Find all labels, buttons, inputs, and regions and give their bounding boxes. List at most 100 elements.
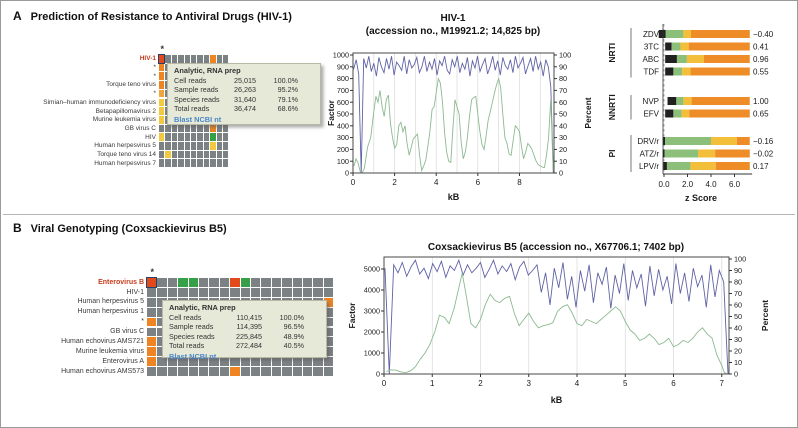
heatmap-cell[interactable]: [191, 133, 197, 141]
heatmap-cell[interactable]: [178, 367, 188, 376]
heatmap-cell[interactable]: [271, 287, 282, 297]
heatmap-cell[interactable]: [230, 287, 240, 297]
heatmap-cell[interactable]: [203, 124, 210, 133]
heatmap-cell[interactable]: [216, 159, 222, 168]
heatmap-cell[interactable]: [197, 55, 203, 63]
heatmap-cell[interactable]: [282, 357, 292, 367]
heatmap-cell[interactable]: [323, 287, 334, 297]
heatmap-cell[interactable]: [223, 159, 229, 168]
heatmap-cell[interactable]: [184, 55, 190, 63]
heatmap-cell[interactable]: [191, 150, 197, 159]
heatmap-cell[interactable]: [292, 287, 302, 297]
heatmap-cell[interactable]: [271, 278, 282, 287]
heatmap-cell[interactable]: [167, 367, 178, 376]
heatmap-cell[interactable]: [197, 142, 203, 150]
heatmap-cell[interactable]: [230, 357, 240, 367]
heatmap-cell[interactable]: [223, 150, 229, 159]
heatmap-cell[interactable]: [178, 55, 184, 63]
heatmap-cell[interactable]: [209, 367, 219, 376]
heatmap-cell[interactable]: [251, 278, 261, 287]
heatmap-cell[interactable]: [313, 278, 323, 287]
heatmap-cell[interactable]: [197, 124, 203, 133]
heatmap-cell[interactable]: [147, 367, 157, 376]
heatmap-cell[interactable]: [199, 367, 209, 376]
heatmap-cell[interactable]: [165, 159, 171, 168]
heatmap-cell[interactable]: [167, 278, 178, 287]
heatmap-cell[interactable]: [210, 159, 216, 168]
heatmap-cell[interactable]: [199, 287, 209, 297]
heatmap-cell[interactable]: [303, 278, 313, 287]
heatmap-cell[interactable]: [323, 367, 334, 376]
heatmap-cell[interactable]: [171, 150, 178, 159]
heatmap-cell[interactable]: [165, 142, 171, 150]
heatmap-cell[interactable]: [219, 367, 230, 376]
heatmap-cell[interactable]: [282, 287, 292, 297]
heatmap-cell[interactable]: [251, 367, 261, 376]
heatmap-cell[interactable]: [203, 133, 210, 141]
heatmap-cell[interactable]: [159, 63, 165, 72]
heatmap-cell[interactable]: [178, 287, 188, 297]
heatmap-cell[interactable]: [147, 327, 157, 337]
heatmap-cell[interactable]: [167, 287, 178, 297]
heatmap-cell[interactable]: [165, 133, 171, 141]
heatmap-cell[interactable]: [178, 124, 184, 133]
heatmap-cell[interactable]: [157, 357, 167, 367]
heatmap-cell[interactable]: [282, 278, 292, 287]
heatmap-cell[interactable]: [184, 133, 190, 141]
heatmap-cell[interactable]: [165, 150, 171, 159]
heatmap-cell[interactable]: [216, 150, 222, 159]
heatmap-cell[interactable]: [203, 142, 210, 150]
heatmap-cell[interactable]: [209, 357, 219, 367]
heatmap-cell[interactable]: [159, 98, 165, 107]
heatmap-cell[interactable]: [219, 357, 230, 367]
heatmap-cell[interactable]: [216, 124, 222, 133]
heatmap-cell[interactable]: [188, 357, 198, 367]
heatmap-cell[interactable]: [323, 307, 334, 317]
heatmap-cell[interactable]: [184, 124, 190, 133]
heatmap-cell[interactable]: [188, 367, 198, 376]
heatmap-cell[interactable]: [171, 55, 178, 63]
heatmap-cell[interactable]: [209, 287, 219, 297]
heatmap-cell[interactable]: [199, 357, 209, 367]
heatmap-cell[interactable]: [171, 133, 178, 141]
heatmap-cell[interactable]: [216, 133, 222, 141]
heatmap-cell-selected[interactable]: [145, 277, 158, 288]
heatmap-cell[interactable]: [251, 357, 261, 367]
heatmap-cell[interactable]: [209, 278, 219, 287]
heatmap-cell[interactable]: [147, 287, 157, 297]
heatmap-cell[interactable]: [159, 133, 165, 141]
heatmap-cell[interactable]: [223, 133, 229, 141]
heatmap-cell[interactable]: [178, 133, 184, 141]
heatmap-cell[interactable]: [147, 357, 157, 367]
heatmap-cell[interactable]: [191, 159, 197, 168]
heatmap-cell[interactable]: [210, 133, 216, 141]
heatmap-cell[interactable]: [323, 337, 334, 347]
heatmap-cell[interactable]: [147, 337, 157, 347]
heatmap-cell[interactable]: [323, 347, 334, 357]
heatmap-cell[interactable]: [323, 278, 334, 287]
heatmap-cell[interactable]: [199, 278, 209, 287]
heatmap-cell[interactable]: [178, 142, 184, 150]
heatmap-cell[interactable]: [261, 367, 271, 376]
heatmap-cell[interactable]: [313, 367, 323, 376]
heatmap-cell[interactable]: [292, 367, 302, 376]
heatmap-cell[interactable]: [271, 367, 282, 376]
heatmap-cell[interactable]: [188, 287, 198, 297]
heatmap-cell[interactable]: [303, 357, 313, 367]
heatmap-cell[interactable]: [230, 278, 240, 287]
heatmap-cell[interactable]: [147, 317, 157, 327]
heatmap-cell[interactable]: [147, 347, 157, 357]
heatmap-cell[interactable]: [157, 367, 167, 376]
heatmap-cell[interactable]: [165, 124, 171, 133]
heatmap-cell[interactable]: [323, 317, 334, 327]
heatmap-cell[interactable]: [210, 124, 216, 133]
heatmap-cell[interactable]: [323, 357, 334, 367]
heatmap-cell[interactable]: [292, 357, 302, 367]
blast-ncbi-link[interactable]: Blast NCBI nt: [174, 114, 222, 124]
heatmap-cell[interactable]: [171, 142, 178, 150]
heatmap-cell[interactable]: [261, 357, 271, 367]
heatmap-cell[interactable]: [240, 367, 250, 376]
heatmap-cell[interactable]: [159, 115, 165, 124]
heatmap-cell[interactable]: [219, 287, 230, 297]
heatmap-cell[interactable]: [165, 55, 171, 63]
